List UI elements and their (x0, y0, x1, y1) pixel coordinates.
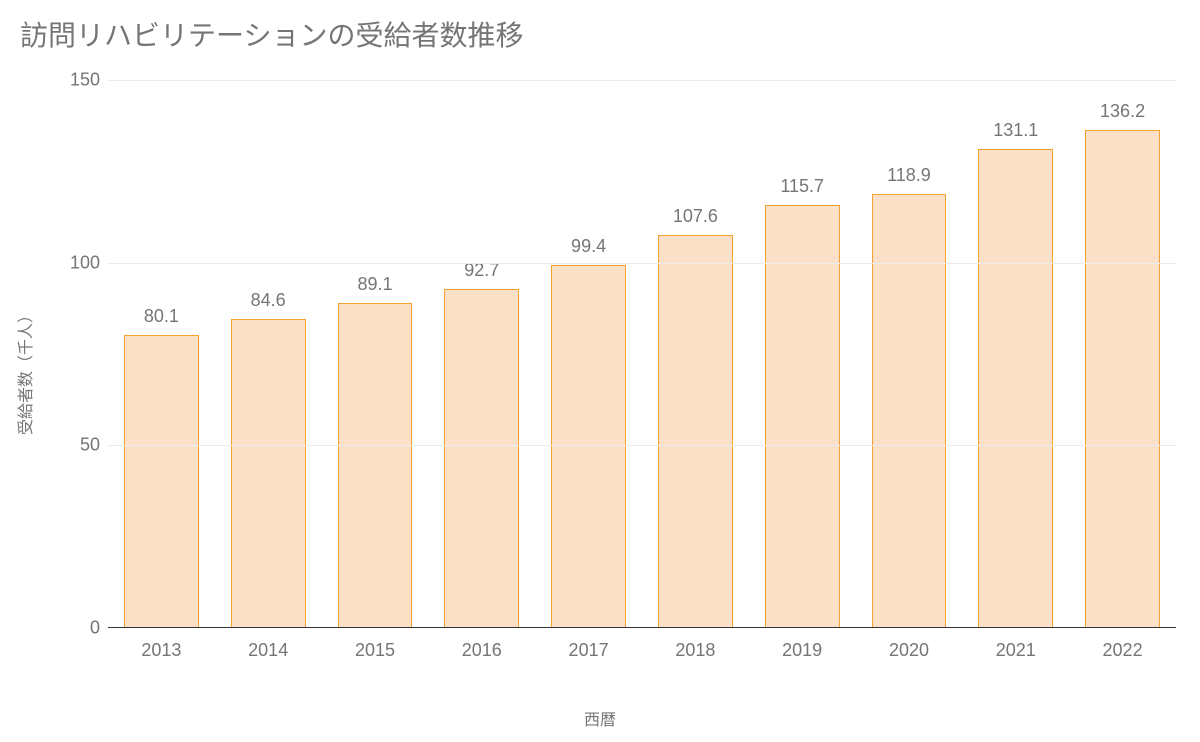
chart-title: 訪問リハビリテーションの受給者数推移 (20, 14, 523, 54)
x-tick-label: 2020 (889, 640, 929, 661)
y-tick-label: 50 (80, 435, 100, 456)
x-tick-label: 2022 (1103, 640, 1143, 661)
bar-value-label: 89.1 (357, 274, 392, 295)
bar (338, 303, 413, 629)
bar (551, 265, 626, 628)
bar (978, 149, 1053, 628)
bar-slot: 80.12013 (108, 80, 215, 628)
x-tick-label: 2013 (141, 640, 181, 661)
gridline (108, 80, 1176, 81)
bar-value-label: 115.7 (780, 176, 824, 197)
bar-slot: 118.92020 (856, 80, 963, 628)
bar-slot: 107.62018 (642, 80, 749, 628)
x-tick-label: 2015 (355, 640, 395, 661)
bar-value-label: 84.6 (251, 290, 286, 311)
bar-value-label: 80.1 (144, 306, 179, 327)
bar (444, 289, 519, 628)
plot-area: 80.1201384.6201489.1201592.7201699.42017… (108, 80, 1176, 628)
axis-baseline (108, 627, 1176, 628)
bar-slot: 89.12015 (322, 80, 429, 628)
x-tick-label: 2018 (675, 640, 715, 661)
x-tick-label: 2014 (248, 640, 288, 661)
bar-value-label: 136.2 (1100, 101, 1145, 122)
y-axis-label: 受給者数（千人） (12, 307, 36, 435)
y-tick-label: 150 (70, 70, 100, 91)
bar (1085, 130, 1160, 628)
bar-slot: 115.72019 (749, 80, 856, 628)
gridline (108, 445, 1176, 446)
bar (765, 205, 840, 628)
bar (231, 319, 306, 628)
chart-container: 訪問リハビリテーションの受給者数推移 受給者数（千人） 80.1201384.6… (0, 0, 1200, 742)
bars-group: 80.1201384.6201489.1201592.7201699.42017… (108, 80, 1176, 628)
bar (872, 194, 947, 628)
bar-value-label: 99.4 (571, 236, 606, 257)
bar-value-label: 131.1 (993, 120, 1038, 141)
y-tick-label: 0 (90, 618, 100, 639)
x-tick-label: 2017 (569, 640, 609, 661)
x-axis-label: 西暦 (584, 706, 616, 730)
bar-slot: 136.22022 (1069, 80, 1176, 628)
x-tick-label: 2021 (996, 640, 1036, 661)
bar-slot: 92.72016 (428, 80, 535, 628)
bar-slot: 84.62014 (215, 80, 322, 628)
bar-slot: 99.42017 (535, 80, 642, 628)
bar-slot: 131.12021 (962, 80, 1069, 628)
y-tick-label: 100 (70, 252, 100, 273)
gridline (108, 263, 1176, 264)
bar (124, 335, 199, 628)
bar-value-label: 107.6 (673, 206, 718, 227)
x-tick-label: 2019 (782, 640, 822, 661)
x-tick-label: 2016 (462, 640, 502, 661)
bar-value-label: 118.9 (887, 165, 931, 186)
bar (658, 235, 733, 628)
